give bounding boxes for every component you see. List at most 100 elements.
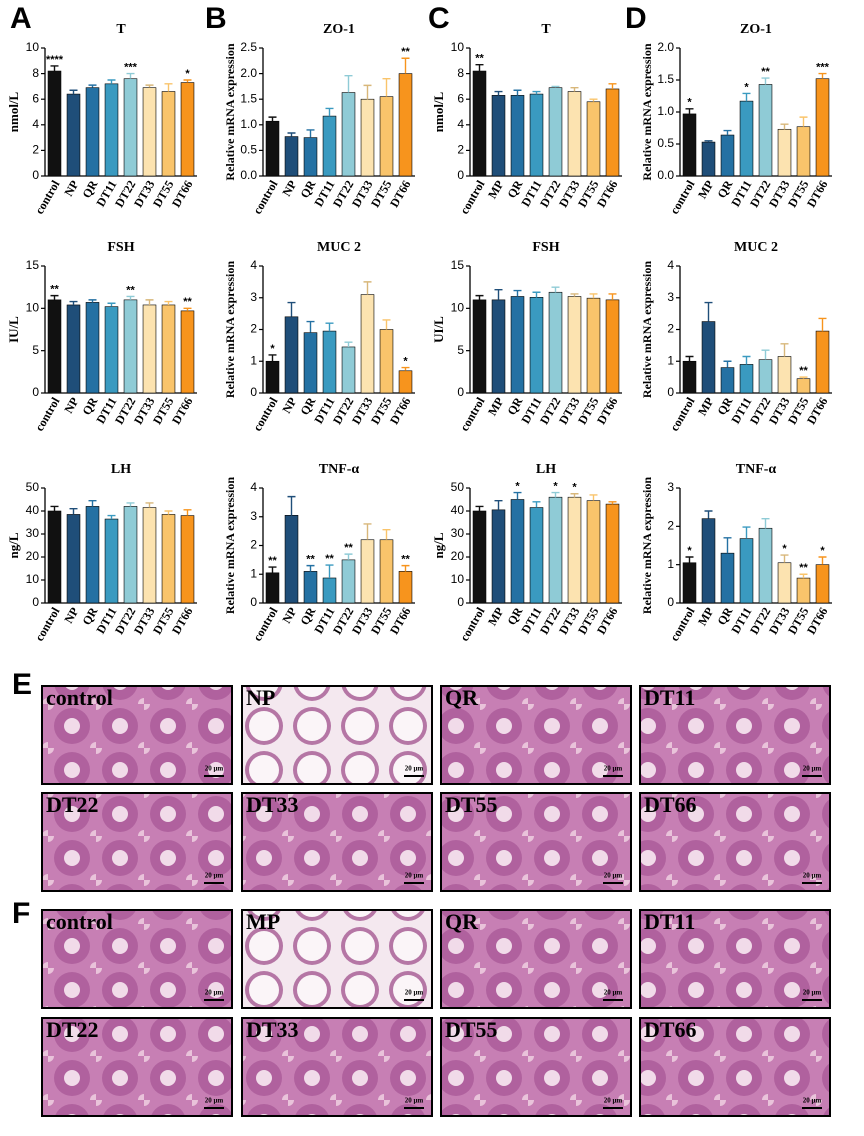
error-bar: [761, 349, 770, 360]
x-tick-label: DT66: [387, 605, 413, 637]
bar: [472, 299, 487, 394]
bar: [284, 136, 299, 177]
error-bar: [589, 494, 598, 501]
micrograph: [440, 685, 632, 785]
bar: [284, 316, 299, 394]
error-bar: [570, 86, 579, 92]
x-tick-label: control: [457, 604, 488, 643]
significance: **: [401, 46, 410, 58]
significance: *: [553, 481, 558, 493]
error-bar: [126, 72, 135, 79]
x-tick-label: MP: [485, 178, 506, 201]
scale-bar-label: 20 μm: [604, 989, 623, 997]
bar: [161, 304, 176, 394]
bar: [739, 364, 754, 394]
x-tick-label: control: [250, 394, 281, 433]
y-tick-label: 0: [250, 385, 257, 399]
bar: [567, 496, 582, 604]
bar: [491, 95, 506, 177]
error-bar: [107, 514, 116, 520]
x-tick-label: DT66: [169, 605, 195, 637]
chart-title: LH: [536, 462, 556, 477]
x-tick-label: NP: [61, 605, 81, 626]
error-bar: [268, 566, 277, 573]
bar: [548, 87, 563, 177]
error-bar: [513, 89, 522, 96]
error-bar: [513, 491, 522, 500]
bar: [284, 515, 299, 604]
micrograph: [241, 1017, 433, 1117]
error-bar: [107, 79, 116, 84]
bar: [472, 70, 487, 177]
micrograph-label: DT55: [445, 792, 498, 817]
scale-bar-label: 20 μm: [803, 765, 822, 773]
error-bar: [287, 301, 296, 317]
bar: [701, 321, 716, 394]
bar: [47, 70, 62, 177]
y-tick-label: 10: [26, 301, 40, 315]
bar: [605, 299, 620, 394]
bar: [303, 571, 318, 604]
error-bar: [363, 84, 372, 100]
scale-bar-label: 20 μm: [803, 872, 822, 880]
significance: *: [744, 81, 749, 93]
significance: ***: [124, 62, 138, 74]
scale-bar-label: 20 μm: [803, 989, 822, 997]
error-bar: [50, 65, 59, 72]
y-tick-label: 30: [26, 526, 40, 540]
error-bar: [551, 85, 560, 88]
error-bar: [344, 341, 353, 347]
y-axis-label: Relative mRNA expression: [640, 477, 654, 614]
bar: [758, 359, 773, 394]
error-bar: [780, 554, 789, 563]
bar: [142, 304, 157, 394]
error-bar: [145, 299, 154, 305]
chart-title: T: [116, 22, 126, 37]
scale-bar-label: 20 μm: [205, 872, 224, 880]
significance: **: [325, 553, 334, 565]
bar: [66, 514, 81, 604]
chart-title: T: [541, 22, 551, 37]
bar: [777, 356, 792, 394]
y-tick-label: 20: [451, 549, 465, 563]
y-tick-label: 2.0: [240, 66, 257, 80]
bar: [303, 137, 318, 177]
panel-label: B: [205, 2, 227, 35]
bar: [379, 96, 394, 177]
y-tick-label: 2: [250, 322, 257, 336]
y-tick-label: 4: [250, 480, 257, 494]
error-bar: [363, 523, 372, 540]
error-bar: [69, 89, 78, 95]
bar: [815, 330, 830, 394]
micrograph-label: DT22: [46, 1017, 99, 1042]
error-bar: [145, 502, 154, 508]
error-bar: [344, 553, 353, 560]
micrograph: [41, 685, 233, 785]
error-bar: [704, 140, 713, 143]
bar: [341, 346, 356, 394]
error-bar: [761, 517, 770, 529]
error-bar: [183, 79, 192, 83]
error-bar: [589, 98, 598, 102]
micrograph: [41, 909, 233, 1009]
bar: [548, 496, 563, 604]
micrograph-label: DT33: [246, 1017, 299, 1042]
y-axis-label: Relative mRNA expression: [640, 261, 654, 398]
bar: [265, 360, 280, 394]
error-bar: [145, 84, 154, 88]
bar: [491, 509, 506, 604]
error-bar: [88, 84, 97, 88]
error-bar: [69, 300, 78, 305]
x-tick-label: control: [667, 177, 698, 216]
error-bar: [685, 108, 694, 114]
x-tick-label: DT66: [387, 178, 413, 210]
bar: [398, 73, 413, 177]
bar: [104, 83, 119, 177]
error-bar: [532, 291, 541, 298]
panel-label: A: [10, 2, 32, 35]
bar: [379, 329, 394, 394]
bar: [720, 134, 735, 177]
significance: *: [515, 481, 520, 493]
y-tick-label: 5: [457, 343, 464, 357]
y-tick-label: 10: [451, 40, 465, 54]
